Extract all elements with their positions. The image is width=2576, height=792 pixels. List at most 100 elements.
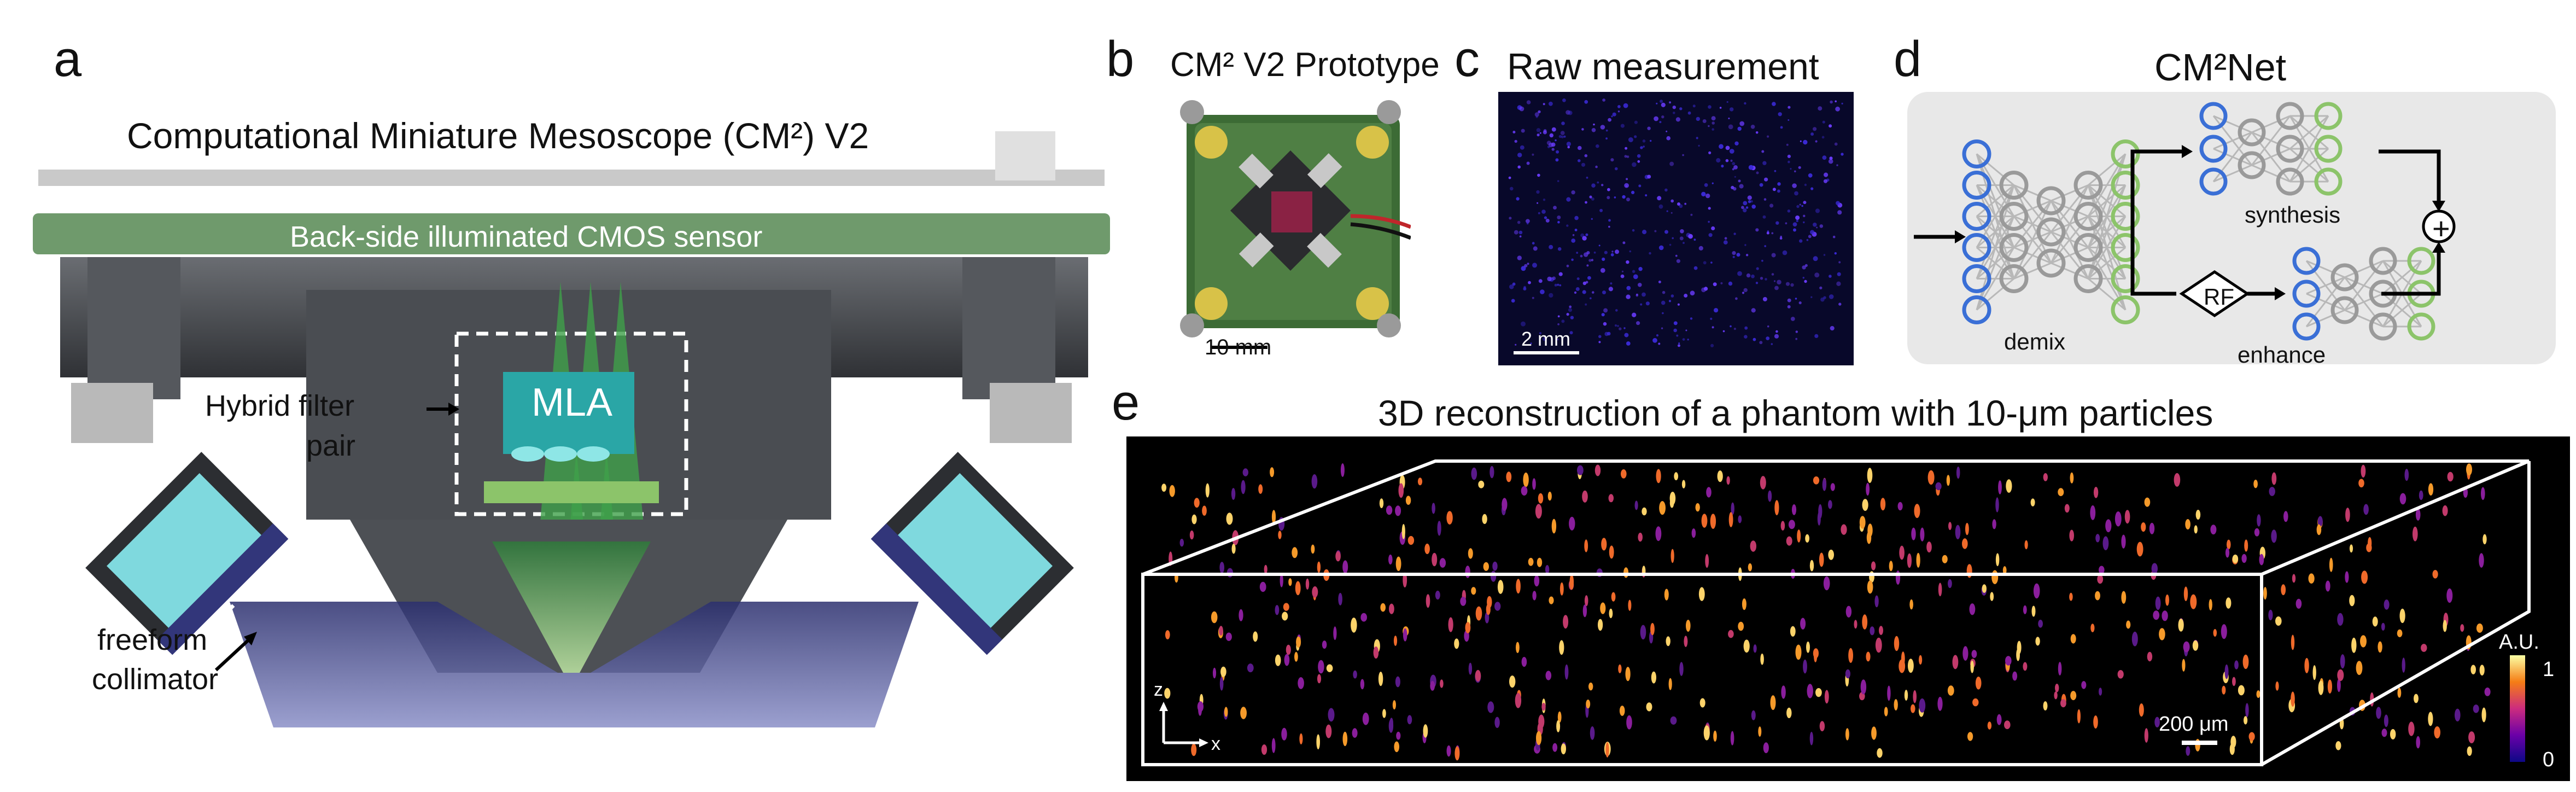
raw-speckle [1666, 136, 1670, 141]
recon-particle [2283, 511, 2288, 522]
raw-speckle [1815, 140, 1818, 143]
raw-speckle [1595, 165, 1598, 168]
recon-particle [1946, 475, 1950, 486]
recon-particle [1454, 638, 1459, 649]
recon-particle [1437, 521, 1441, 536]
raw-speckle [1756, 171, 1759, 174]
net-edge [2251, 148, 2291, 166]
recon-particle [2244, 716, 2248, 725]
net-node [2407, 247, 2435, 275]
recon-particle [1901, 651, 1905, 666]
net-edge [2213, 131, 2252, 150]
recon-particle [1465, 622, 1471, 633]
net-node [2276, 167, 2304, 196]
raw-speckle [1603, 322, 1607, 326]
raw-speckle [1614, 324, 1617, 327]
recon-particle [2378, 641, 2382, 653]
net-edge [1976, 153, 2014, 186]
recon-particle [2144, 497, 2151, 507]
raw-speckle [1661, 300, 1666, 305]
recon-particle [1862, 499, 1868, 511]
recon-particle [1601, 538, 1607, 551]
raw-speckle [1658, 204, 1663, 209]
recon-particle [1169, 485, 1175, 497]
net-node [1962, 264, 1991, 293]
raw-speckle [1739, 184, 1744, 189]
raw-speckle [1530, 342, 1532, 345]
recon-particle [1710, 514, 1716, 529]
raw-speckle [1607, 188, 1610, 191]
raw-speckle [1813, 127, 1817, 131]
raw-speckle [1774, 286, 1779, 290]
raw-speckle [1790, 317, 1795, 321]
recon-particle [2366, 543, 2372, 552]
raw-speckle [1713, 282, 1717, 287]
raw-speckle [1664, 188, 1668, 192]
raw-speckle [1765, 278, 1767, 281]
recon-particle [1283, 603, 1289, 611]
raw-speckle [1634, 135, 1637, 138]
raw-speckle [1557, 180, 1559, 182]
recon-particle [1668, 678, 1672, 690]
recon-particle [1305, 578, 1310, 590]
panel-a-letter: a [54, 31, 82, 87]
raw-speckle [1599, 208, 1603, 212]
raw-speckle [1730, 159, 1733, 162]
recon-particle [1261, 744, 1267, 755]
recon-particle [1817, 511, 1821, 526]
raw-speckle [1538, 279, 1543, 283]
raw-speckle [1785, 282, 1790, 286]
raw-speckle [1643, 145, 1645, 148]
panel-b-letter: b [1106, 31, 1135, 87]
recon-particle [1379, 498, 1384, 508]
raw-speckle [1729, 149, 1734, 154]
raw-speckle [1803, 139, 1808, 145]
recon-particle [2221, 624, 2227, 639]
sensor-label: Back-side illuminated CMOS sensor [290, 220, 763, 253]
recon-particle [2446, 588, 2453, 603]
recon-particle [1681, 480, 1686, 488]
recon-particle [2186, 746, 2191, 756]
recon-particle [1351, 618, 1357, 633]
raw-speckle [1774, 170, 1777, 172]
recon-particle [1220, 666, 1226, 677]
recon-particle [1938, 583, 1942, 597]
recon-particle [1655, 526, 1662, 541]
recon-particle [2404, 469, 2409, 481]
net-node [2036, 248, 2066, 278]
raw-speckle [1581, 128, 1584, 131]
raw-speckle [1708, 105, 1712, 109]
raw-speckle [1549, 133, 1553, 138]
recon-particle [1219, 626, 1223, 636]
raw-speckle [1804, 279, 1807, 283]
recon-particle [2327, 679, 2332, 694]
raw-speckle [1777, 182, 1781, 186]
raw-speckle [1610, 253, 1614, 257]
raw-speckle [1751, 274, 1755, 278]
recon-particle [1828, 500, 1832, 509]
raw-speckle [1684, 294, 1688, 298]
raw-speckle [1796, 205, 1800, 208]
raw-speckle [1803, 214, 1806, 217]
raw-speckle [1561, 319, 1565, 323]
raw-speckle [1795, 216, 1800, 220]
raw-speckle [1680, 229, 1684, 234]
raw-speckle [1604, 331, 1609, 336]
raw-speckle [1543, 129, 1547, 133]
recon-particle [1497, 580, 1504, 594]
recon-particle [1318, 660, 1324, 674]
recon-particle [2460, 624, 2464, 632]
recon-particle [2479, 665, 2485, 675]
recon-particle [2481, 487, 2485, 500]
recon-particle [1594, 464, 1601, 476]
raw-speckle [1710, 261, 1713, 264]
raw-speckle [1792, 222, 1797, 227]
recon-particle [1465, 566, 1470, 578]
recon-particle [2004, 720, 2011, 730]
raw-speckle [1829, 275, 1832, 278]
raw-speckle [1526, 100, 1531, 104]
raw-speckle [1591, 128, 1596, 132]
raw-speckle [1819, 224, 1824, 228]
recon-particle [1909, 599, 1913, 610]
raw-speckle [1775, 221, 1779, 225]
